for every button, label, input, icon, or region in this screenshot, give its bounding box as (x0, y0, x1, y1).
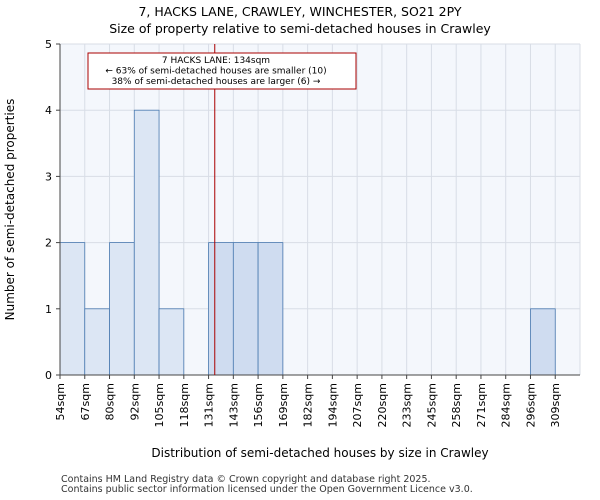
x-tick-label: 220sqm (376, 383, 389, 427)
bar (530, 308, 556, 376)
footer-licence: Contains public sector information licen… (61, 484, 473, 495)
bar (84, 308, 110, 376)
x-tick-label: 194sqm (326, 383, 339, 427)
annotation-line: 38% of semi-detached houses are larger (… (112, 77, 321, 87)
x-tick-label: 309sqm (549, 383, 562, 427)
y-tick-label: 4 (45, 104, 52, 117)
x-tick-label: 284sqm (500, 383, 513, 427)
x-tick-label: 207sqm (351, 383, 364, 427)
annotation-box (87, 52, 357, 90)
bar (208, 242, 234, 376)
x-tick-label: 118sqm (178, 383, 191, 427)
y-tick-label: 5 (45, 38, 52, 51)
x-tick-label: 245sqm (425, 383, 438, 427)
x-tick-label: 156sqm (252, 383, 265, 427)
x-tick-label: 143sqm (227, 383, 240, 427)
bar (158, 308, 185, 376)
x-tick-label: 296sqm (524, 383, 537, 427)
bar (59, 242, 86, 376)
chart-title: 7, HACKS LANE, CRAWLEY, WINCHESTER, SO21… (138, 4, 462, 19)
x-tick-label: 258sqm (450, 383, 463, 427)
x-tick-label: 169sqm (277, 383, 290, 427)
annotation-line: 7 HACKS LANE: 134sqm (162, 56, 270, 66)
annotation-line: ← 63% of semi-detached houses are smalle… (105, 67, 326, 77)
footer-copyright: Contains HM Land Registry data © Crown c… (61, 474, 431, 485)
x-tick-label: 105sqm (153, 383, 166, 427)
y-tick-label: 2 (45, 237, 52, 250)
bar (133, 109, 160, 376)
y-axis-title: Number of semi-detached properties (3, 99, 17, 321)
x-tick-label: 92sqm (128, 383, 141, 420)
y-tick-label: 0 (45, 369, 52, 382)
x-tick-label: 271sqm (475, 383, 488, 427)
y-tick-label: 1 (45, 303, 52, 316)
bar (232, 242, 259, 376)
x-tick-label: 233sqm (401, 383, 414, 427)
x-tick-label: 67sqm (79, 383, 92, 420)
y-tick-label: 3 (45, 170, 52, 183)
chart-subtitle: Size of property relative to semi-detach… (109, 21, 491, 36)
x-tick-label: 54sqm (54, 383, 67, 420)
bar (257, 242, 284, 376)
bar (109, 242, 135, 376)
x-axis-title: Distribution of semi-detached houses by … (151, 446, 488, 460)
x-tick-label: 80sqm (104, 383, 117, 420)
x-tick-label: 182sqm (302, 383, 315, 427)
x-tick-label: 131sqm (203, 383, 216, 427)
